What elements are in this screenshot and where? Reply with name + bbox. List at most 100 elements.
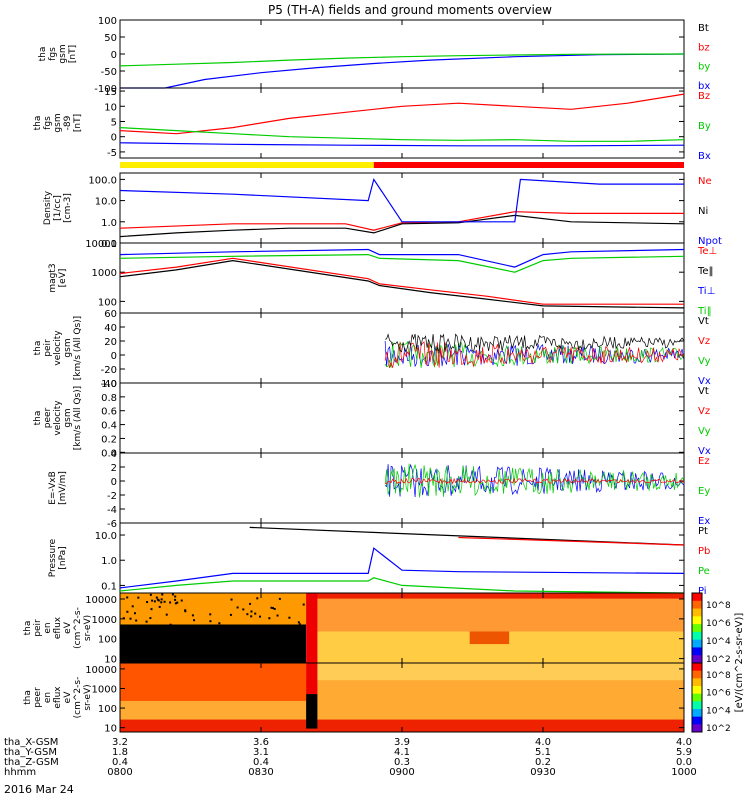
panel-4: 10000 1000 100 magt3 [eV] Te⊥ Te‖ Ti⊥ Ti‖	[48, 239, 717, 317]
legend-vz: Vz	[698, 406, 710, 417]
legend-vy: Vy	[698, 356, 711, 367]
x-tick-value: 0.2	[535, 757, 551, 768]
svg-text:gsm: gsm	[63, 338, 73, 357]
x-row-label: tha_X-GSM	[4, 737, 58, 748]
series-by	[119, 127, 685, 142]
svg-text:Density: Density	[43, 190, 53, 225]
y-tick-label: 1.0	[101, 556, 117, 567]
colorbar-tick: 10^2	[706, 655, 731, 665]
legend-ez: Ez	[698, 456, 710, 467]
svg-text:Pressure: Pressure	[48, 538, 58, 577]
y-axis-label: tha fgs gsm [nT]	[38, 44, 78, 63]
date-label: 2016 Mar 24	[4, 783, 74, 796]
svg-text:en: en	[43, 622, 53, 633]
series-te‖	[119, 259, 685, 309]
y-tick-label: 10.0	[95, 197, 117, 208]
svg-text:(cm^2-s-: (cm^2-s-	[73, 677, 83, 719]
y-tick-label: 10000	[85, 239, 117, 250]
colorbar-tick: 10^4	[706, 706, 731, 716]
y-tick-label: -2	[107, 491, 117, 502]
svg-text:peir: peir	[43, 339, 53, 357]
y-tick-label: 10000	[85, 665, 117, 676]
y-tick-label: -50	[101, 67, 117, 78]
legend-bz: bz	[698, 42, 710, 53]
svg-text:gsm: gsm	[63, 408, 73, 427]
series-ti⊥	[119, 248, 685, 268]
svg-text:eflux: eflux	[53, 616, 63, 639]
y-tick-label: 0.1	[101, 239, 117, 250]
svg-text:E=-VxB: E=-VxB	[48, 471, 58, 505]
mode-segment	[120, 162, 374, 168]
svg-text:gsm: gsm	[58, 44, 68, 63]
noise-ex	[384, 463, 684, 498]
svg-text:[nT]: [nT]	[68, 45, 78, 63]
svg-text:[cm-3]: [cm-3]	[63, 193, 73, 223]
legend-pb: Pb	[698, 546, 710, 557]
svg-text:gsm: gsm	[53, 113, 63, 132]
y-tick-label: 0.0	[101, 448, 117, 459]
y-tick-label: 4	[111, 449, 117, 460]
legend-ni: Ni	[698, 206, 708, 217]
svg-text:eflux: eflux	[53, 686, 63, 709]
y-axis-label: tha peir en eflux eV (cm^2-s-sr-eV)	[23, 607, 93, 649]
colorbar: 10^810^610^410^2[eV/(cm^2-s-sr-eV)]	[691, 613, 745, 734]
y-axis-label: tha peer en eflux eV (cm^2-s-sr-eV)	[23, 677, 93, 719]
series-pb	[458, 536, 685, 546]
x-tick-value: 4.0	[676, 737, 692, 748]
svg-text:tha: tha	[33, 341, 43, 356]
svg-text:[1/cc]: [1/cc]	[53, 195, 63, 221]
svg-text:tha: tha	[23, 690, 33, 705]
svg-text:fgs: fgs	[48, 47, 58, 61]
x-tick-value: 5.1	[535, 747, 551, 758]
legend-vz: Vz	[698, 336, 710, 347]
colorbar-tick: 10^8	[706, 671, 731, 681]
series-pe	[119, 577, 685, 594]
y-tick-label: 10	[104, 102, 117, 113]
x-tick-value: 0.4	[253, 757, 269, 768]
svg-text:[km/s (All Qs)]: [km/s (All Qs)]	[73, 316, 83, 380]
panel-7: 4 2 0 -2 -4 -6 E=-VxB [mV/m] Ez Ey Ex	[48, 449, 710, 530]
svg-text:eV: eV	[63, 621, 73, 634]
x-tick-value: 0800	[107, 767, 132, 778]
y-tick-label: 100	[98, 16, 117, 27]
colorbar-tick: 10^2	[706, 724, 731, 734]
panel-2: 15 10 5 0 -5 tha fgs gsm -89 [nT] Bz By Bx	[33, 87, 711, 162]
legend-by: By	[698, 121, 711, 132]
svg-text:[nPa]: [nPa]	[58, 546, 68, 569]
y-axis-label: magt3 [eV]	[48, 263, 68, 292]
noise-ey	[384, 463, 684, 498]
svg-text:[eV]: [eV]	[58, 269, 68, 288]
svg-text:tha: tha	[23, 621, 33, 636]
x-tick-value: 0.3	[394, 757, 410, 768]
legend-npot: Npot	[698, 236, 722, 247]
series-pi	[119, 547, 685, 589]
svg-text:[eV/(cm^2-s-sr-eV)]: [eV/(cm^2-s-sr-eV)]	[734, 613, 745, 713]
x-row-label: tha_Z-GSM	[4, 757, 59, 768]
y-tick-label: 100	[98, 635, 117, 646]
panel-3: 100.0 10.0 1.0 0.1 Density [1/cc] [cm-3] Ne Ni Np…	[43, 172, 722, 250]
y-tick-label: 10000	[85, 595, 117, 606]
svg-text:fgs: fgs	[43, 116, 53, 130]
svg-text:tha: tha	[33, 411, 43, 426]
spectrogram-9	[120, 593, 684, 663]
legend-bz: Bz	[698, 91, 710, 102]
panel-9: 10000 1000 100 10 tha peir en eflux eV (cm^2-s-sr…	[23, 592, 731, 666]
series-by	[119, 53, 685, 67]
y-tick-label: -20	[101, 365, 117, 376]
y-tick-label: 15	[104, 87, 117, 98]
svg-text:peer: peer	[33, 687, 43, 708]
series-ni	[119, 214, 685, 238]
x-tick-value: 3.1	[253, 747, 269, 758]
legend-ey: Ey	[698, 486, 710, 497]
colorbar-tick: 10^6	[706, 689, 731, 699]
y-tick-label: 10	[104, 724, 117, 735]
svg-text:velocity: velocity	[53, 400, 63, 436]
legend-bx: bx	[698, 81, 710, 92]
legend-pe: Pe	[698, 566, 710, 577]
spectrogram-10	[120, 663, 684, 732]
panel-6: 1.0 0.8 0.6 0.4 0.2 0.0 tha peer velocity gsm [km/…	[33, 379, 711, 459]
legend-vx: Vx	[698, 446, 711, 457]
x-axis-labels: tha_X-GSM 3.2 3.6 3.9 4.0 4.0 tha_Y-GSM 1.8 3.1 4…	[4, 737, 697, 778]
